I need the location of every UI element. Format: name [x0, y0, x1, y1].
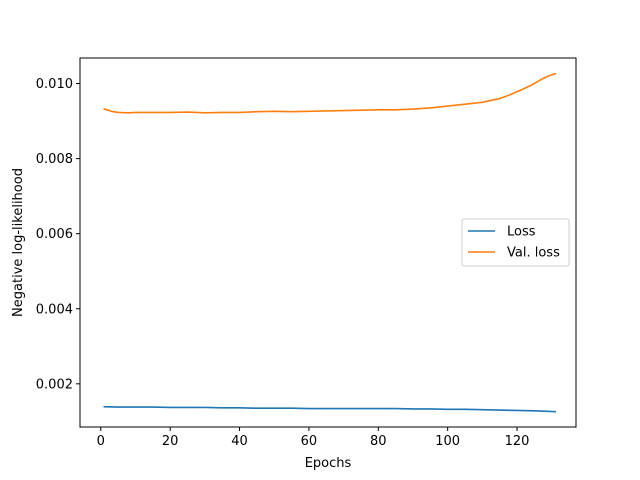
x-tick-label: 0 — [97, 434, 105, 449]
x-tick-label: 60 — [301, 434, 318, 449]
y-tick-label: 0.010 — [36, 77, 73, 92]
x-tick-label: 40 — [231, 434, 248, 449]
legend: Loss Val. loss — [461, 218, 570, 267]
series-line-val-loss — [103, 72, 557, 114]
x-axis-label: Epochs — [305, 456, 352, 471]
x-axis: 0 20 40 60 80 100 120 — [97, 427, 530, 449]
legend-label-loss: Loss — [507, 225, 536, 240]
y-tick-label: 0.006 — [36, 227, 73, 242]
y-tick-label: 0.008 — [36, 152, 73, 167]
series-line-loss — [103, 405, 557, 413]
x-tick-label: 100 — [435, 434, 460, 449]
x-tick-label: 20 — [162, 434, 179, 449]
plot-frame — [79, 57, 577, 428]
y-axis: 0.002 0.004 0.006 0.008 0.010 — [36, 77, 80, 392]
y-tick-label: 0.004 — [36, 302, 73, 317]
y-axis-label: Negative log-likelihood — [11, 168, 26, 317]
x-tick-label: 120 — [505, 434, 530, 449]
series-layer — [103, 72, 557, 413]
y-tick-label: 0.002 — [36, 377, 73, 392]
x-tick-label: 80 — [370, 434, 387, 449]
legend-label-val-loss: Val. loss — [507, 246, 560, 261]
